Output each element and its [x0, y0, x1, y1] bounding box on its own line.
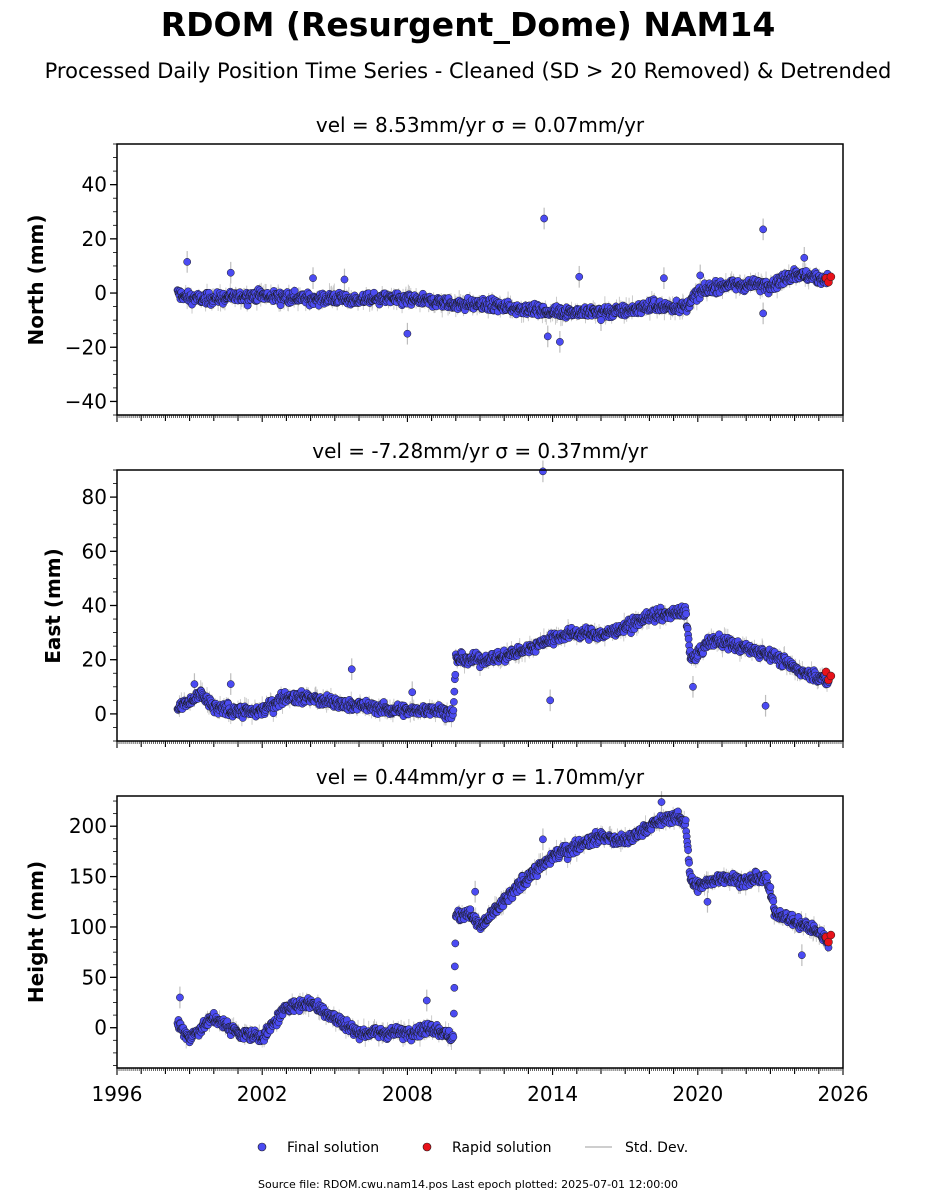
- north-outlier-point: [309, 274, 317, 282]
- north-outlier-point: [660, 274, 668, 282]
- north-outlier-point: [183, 258, 192, 266]
- north-final-points: [173, 214, 833, 346]
- east-plot-area: [173, 460, 836, 728]
- height-panel-title: vel = 0.44mm/yr σ = 1.70mm/yr: [316, 765, 645, 789]
- north-axis-label: North (mm): [24, 214, 48, 345]
- east-stddev-bars: [177, 460, 828, 728]
- north-ytick-label: 20: [82, 227, 107, 251]
- north-outlier-point: [556, 337, 564, 346]
- north-final-point: [290, 286, 299, 295]
- east-ytick-label: 80: [82, 485, 107, 509]
- east-outlier-point: [539, 467, 547, 476]
- north-ytick-label: −40: [65, 389, 107, 413]
- east-outlier-point: [347, 665, 356, 674]
- north-panel: vel = 8.53mm/yr σ = 0.07mm/yr North (mm)…: [24, 113, 844, 422]
- east-outlier-point: [761, 701, 770, 710]
- north-ytick-label: 40: [82, 173, 107, 197]
- east-final-point: [449, 706, 458, 715]
- east-final-points: [173, 467, 833, 723]
- north-outlier-point: [696, 271, 705, 280]
- east-final-point: [450, 698, 458, 706]
- east-ytick-label: 60: [82, 539, 107, 563]
- east-outlier-point: [408, 688, 417, 697]
- north-outlier-point: [759, 225, 767, 234]
- north-outlier-point: [543, 332, 552, 341]
- north-outlier-point: [540, 214, 548, 223]
- north-outlier-point: [403, 329, 412, 338]
- east-ytick-label: 20: [82, 648, 107, 672]
- height-axis-label: Height (mm): [24, 861, 48, 1003]
- height-panel: vel = 0.44mm/yr σ = 1.70mm/yr Height (mm…: [24, 765, 868, 1106]
- east-panel: vel = -7.28mm/yr σ = 0.37mm/yr East (mm)…: [41, 439, 844, 748]
- figure-subtitle: Processed Daily Position Time Series - C…: [45, 59, 892, 83]
- north-plot-area: [173, 207, 836, 353]
- height-plot-area: [173, 791, 836, 1050]
- east-outlier-point: [190, 680, 199, 688]
- east-outlier-point: [689, 682, 697, 691]
- east-axis-label: East (mm): [41, 548, 65, 664]
- east-final-point: [684, 635, 693, 643]
- east-axis-ticks: 0 20 40 60 80: [82, 469, 844, 748]
- east-panel-title: vel = -7.28mm/yr σ = 0.37mm/yr: [312, 439, 648, 463]
- east-outlier-point: [546, 696, 555, 705]
- north-outlier-point: [226, 268, 235, 277]
- north-outlier-point: [800, 253, 809, 262]
- figure-title: RDOM (Resurgent_Dome) NAM14: [161, 5, 776, 44]
- north-outlier-point: [340, 275, 349, 284]
- north-panel-title: vel = 8.53mm/yr σ = 0.07mm/yr: [316, 113, 645, 137]
- east-final-point: [451, 670, 460, 679]
- east-outlier-point: [226, 680, 235, 688]
- north-ytick-label: −20: [65, 335, 107, 359]
- north-outlier-point: [759, 309, 767, 318]
- north-rapid-point: [826, 272, 836, 282]
- east-ytick-label: 0: [94, 702, 107, 726]
- east-ytick-label: 40: [82, 594, 107, 618]
- north-outlier-point: [597, 316, 605, 324]
- east-final-point: [682, 610, 691, 618]
- east-rapid-point: [826, 671, 836, 681]
- north-outlier-point: [575, 272, 584, 281]
- east-final-point: [450, 687, 459, 696]
- north-ytick-label: 0: [94, 281, 107, 305]
